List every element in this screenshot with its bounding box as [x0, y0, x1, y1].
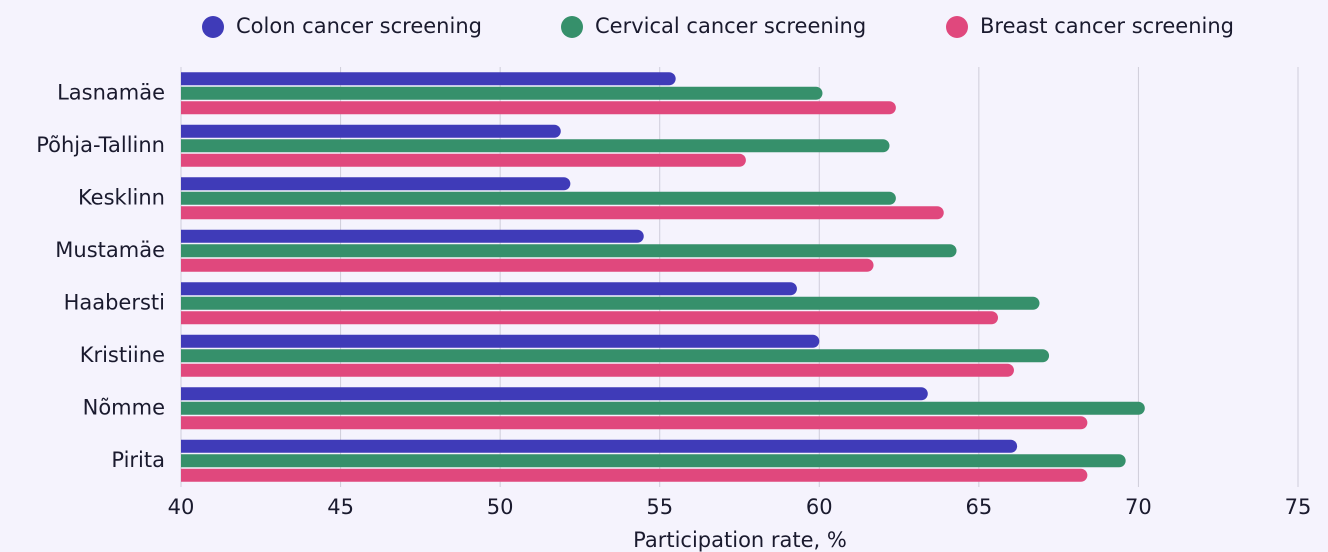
bar: [181, 454, 1126, 468]
bar: [181, 334, 820, 348]
bar: [181, 311, 999, 325]
bar: [181, 439, 1018, 453]
x-tick-label: 65: [965, 495, 992, 519]
x-tick-label: 50: [487, 495, 514, 519]
y-tick-label: Kristiine: [80, 343, 165, 367]
y-tick-label: Kesklinn: [78, 185, 165, 209]
x-tick-label: 75: [1285, 495, 1312, 519]
bar: [181, 401, 1145, 415]
legend-label: Breast cancer screening: [980, 14, 1234, 38]
y-tick-label: Mustamäe: [55, 238, 165, 262]
bar: [181, 296, 1040, 310]
legend-swatch: [561, 16, 583, 38]
bar: [181, 101, 896, 115]
legend-label: Cervical cancer screening: [595, 14, 866, 38]
y-tick-label: Põhja-Tallinn: [36, 133, 165, 157]
bar: [181, 72, 676, 86]
legend-swatch: [202, 16, 224, 38]
y-tick-label: Pirita: [111, 448, 165, 472]
bar: [181, 258, 874, 272]
y-tick-label: Lasnamäe: [57, 80, 165, 104]
bar: [181, 124, 561, 138]
bar: [181, 387, 928, 401]
bar: [181, 349, 1050, 363]
bar: [181, 191, 896, 205]
bar: [181, 86, 823, 100]
bar: [181, 363, 1014, 377]
bar: [181, 139, 890, 153]
bar: [181, 244, 957, 258]
y-tick-label: Nõmme: [83, 395, 165, 419]
bar: [181, 229, 644, 243]
legend-label: Colon cancer screening: [236, 14, 482, 38]
y-tick-label: Haabersti: [64, 290, 165, 314]
bar: [181, 416, 1088, 430]
bar: [181, 468, 1088, 482]
x-tick-label: 60: [806, 495, 833, 519]
bar: [181, 206, 944, 220]
bar: [181, 282, 797, 296]
x-tick-label: 70: [1125, 495, 1152, 519]
bar: [181, 153, 746, 167]
x-tick-label: 55: [646, 495, 673, 519]
x-tick-label: 40: [168, 495, 195, 519]
x-tick-label: 45: [327, 495, 354, 519]
x-axis-label: Participation rate, %: [633, 528, 847, 552]
bar: [181, 177, 571, 191]
legend-swatch: [946, 16, 968, 38]
